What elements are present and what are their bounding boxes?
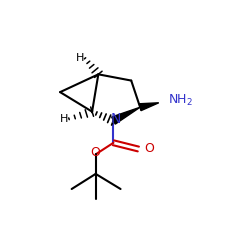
Text: H: H bbox=[76, 53, 85, 63]
Polygon shape bbox=[112, 107, 140, 124]
Text: O: O bbox=[91, 146, 101, 158]
Text: O: O bbox=[144, 142, 154, 156]
Text: NH$_2$: NH$_2$ bbox=[168, 93, 193, 108]
Text: H: H bbox=[60, 114, 69, 124]
Text: N: N bbox=[110, 112, 121, 126]
Polygon shape bbox=[139, 103, 159, 111]
